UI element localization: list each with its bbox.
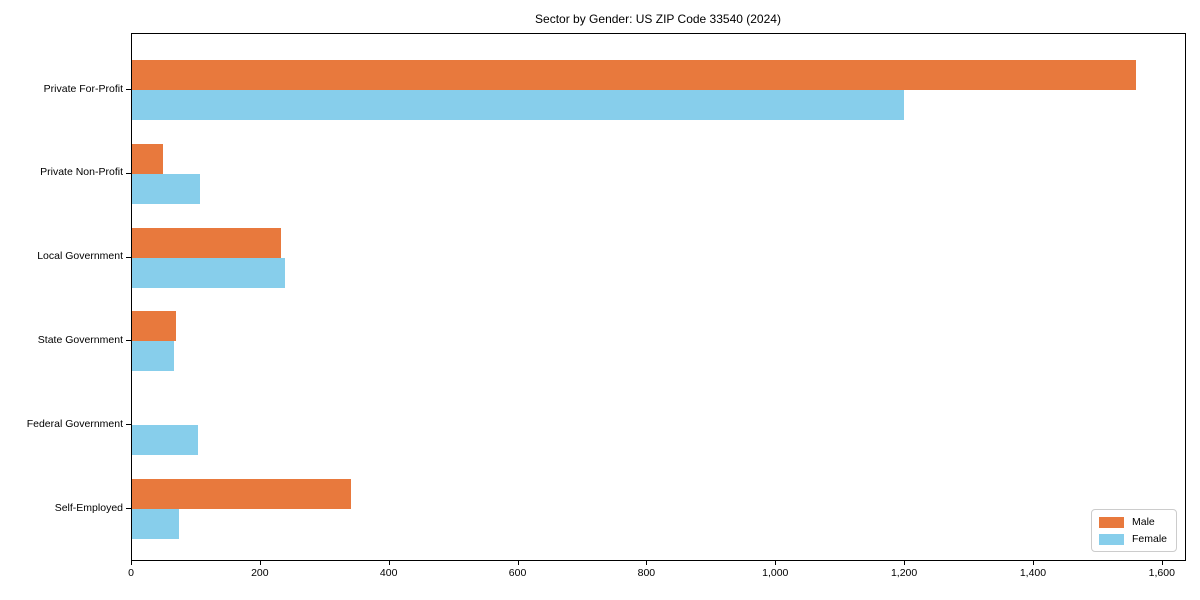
x-axis-tick — [388, 560, 390, 565]
legend-label-female: Female — [1131, 533, 1167, 545]
legend-swatch-female — [1098, 533, 1124, 545]
y-axis-tick — [126, 424, 131, 426]
bar-male — [132, 479, 351, 509]
x-axis-tick — [1161, 560, 1163, 565]
x-axis-tick — [646, 560, 648, 565]
bar-female — [132, 257, 286, 288]
x-axis-tick — [904, 560, 906, 565]
bar-female — [132, 90, 905, 120]
y-axis-tick — [126, 508, 131, 509]
bar-female — [132, 173, 200, 204]
legend-swatch-male — [1098, 516, 1124, 528]
x-axis-tick — [517, 560, 519, 565]
bar-female — [132, 425, 199, 456]
x-axis-tick-label: 200 — [251, 567, 269, 579]
bar-male — [132, 143, 163, 174]
y-axis-tick — [126, 340, 131, 342]
x-axis-tick-label: 400 — [379, 567, 398, 579]
x-axis-tick-label: 1,200 — [890, 567, 918, 579]
y-axis-tick — [126, 172, 131, 174]
legend-entry-male: Male — [1098, 516, 1167, 528]
x-axis-tick-label: 1,400 — [1019, 567, 1047, 579]
chart-title: Sector by Gender: US ZIP Code 33540 (202… — [535, 12, 781, 26]
legend-entry-female: Female — [1098, 533, 1167, 545]
legend: Male Female — [1090, 509, 1177, 552]
bar-male — [132, 311, 176, 342]
bar-female — [132, 509, 179, 539]
x-axis-tick — [131, 560, 132, 565]
x-axis-tick — [1032, 560, 1034, 565]
x-axis-tick-label: 1,600 — [1148, 567, 1175, 579]
x-axis: 0 200 400 600 800 1,000 1,200 1,400 1,600 — [128, 560, 1185, 590]
x-axis-tick-label: 0 — [128, 567, 134, 579]
x-axis-tick-label: 800 — [637, 567, 656, 579]
plot-area: Male Female — [131, 33, 1186, 561]
y-axis-label: Federal Government — [26, 417, 123, 430]
y-axis-tick — [126, 256, 131, 258]
y-axis-label: State Government — [37, 333, 123, 346]
bar-male — [132, 60, 1137, 90]
y-axis-tick — [126, 89, 131, 90]
y-axis-label: Local Government — [37, 250, 123, 263]
x-axis-tick-label: 600 — [508, 567, 527, 579]
x-axis-tick — [259, 560, 261, 565]
legend-label-male: Male — [1131, 516, 1155, 528]
y-axis-label: Private Non-Profit — [40, 166, 123, 179]
y-axis-label: Self-Employed — [54, 501, 123, 514]
bar-male — [132, 227, 282, 258]
y-axis-label: Private For-Profit — [43, 82, 123, 95]
bar-female — [132, 341, 174, 372]
x-axis-tick-label: 1,000 — [762, 567, 789, 579]
x-axis-tick — [775, 560, 777, 565]
